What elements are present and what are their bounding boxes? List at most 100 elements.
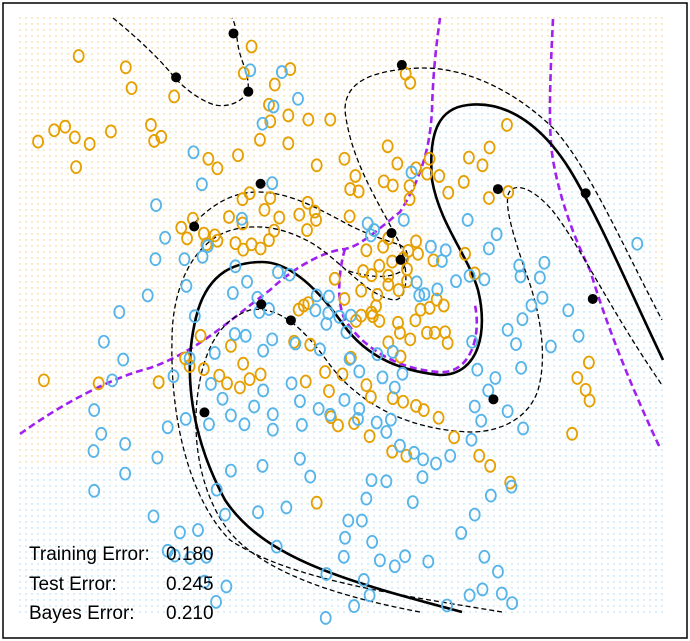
grid-dot-blue — [283, 455, 285, 457]
grid-dot-orange — [157, 437, 159, 439]
grid-dot-orange — [259, 173, 261, 175]
grid-dot-orange — [169, 395, 171, 397]
grid-dot-blue — [307, 413, 309, 415]
grid-dot-blue — [283, 287, 285, 289]
grid-dot-blue — [109, 515, 111, 517]
grid-dot-orange — [115, 119, 117, 121]
grid-dot-blue — [271, 395, 273, 397]
grid-dot-blue — [91, 545, 93, 547]
grid-dot-orange — [19, 323, 21, 325]
grid-dot-orange — [217, 119, 219, 121]
grid-dot-orange — [49, 419, 51, 421]
grid-dot-orange — [139, 431, 141, 433]
grid-dot-blue — [301, 437, 303, 439]
grid-dot-blue — [61, 533, 63, 535]
grid-dot-orange — [289, 41, 291, 43]
grid-dot-orange — [49, 17, 51, 19]
grid-dot-orange — [211, 251, 213, 253]
grid-dot-orange — [181, 227, 183, 229]
grid-dot-orange — [283, 245, 285, 247]
grid-dot-orange — [265, 83, 267, 85]
grid-dot-blue — [187, 473, 189, 475]
grid-dot-blue — [313, 401, 315, 403]
grid-dot-orange — [25, 35, 27, 37]
grid-dot-orange — [31, 221, 33, 223]
grid-dot-orange — [283, 47, 285, 49]
grid-dot-blue — [31, 563, 33, 565]
grid-dot-blue — [49, 563, 51, 565]
grid-dot-orange — [67, 77, 69, 79]
grid-dot-blue — [277, 443, 279, 445]
grid-dot-orange — [109, 77, 111, 79]
grid-dot-blue — [295, 593, 297, 595]
grid-dot-orange — [121, 107, 123, 109]
grid-dot-orange — [109, 47, 111, 49]
grid-dot-orange — [133, 317, 135, 319]
grid-dot-blue — [235, 497, 237, 499]
grid-dot-orange — [139, 131, 141, 133]
grid-dot-orange — [205, 221, 207, 223]
grid-dot-orange — [67, 83, 69, 85]
grid-dot-orange — [271, 239, 273, 241]
grid-dot-blue — [235, 407, 237, 409]
grid-dot-orange — [235, 113, 237, 115]
grid-dot-blue — [49, 533, 51, 535]
grid-dot-blue — [271, 461, 273, 463]
grid-dot-orange — [37, 299, 39, 301]
grid-dot-orange — [91, 161, 93, 163]
grid-dot-blue — [157, 539, 159, 541]
grid-dot-blue — [283, 575, 285, 577]
grid-dot-orange — [151, 275, 153, 277]
grid-dot-orange — [121, 461, 123, 463]
grid-dot-orange — [91, 125, 93, 127]
grid-dot-orange — [61, 17, 63, 19]
grid-dot-orange — [127, 197, 129, 199]
grid-dot-blue — [49, 605, 51, 607]
grid-dot-orange — [313, 281, 315, 283]
grid-dot-blue — [301, 365, 303, 367]
grid-dot-orange — [247, 131, 249, 133]
grid-dot-orange — [163, 161, 165, 163]
grid-dot-blue — [103, 503, 105, 505]
grid-dot-orange — [307, 275, 309, 277]
grid-dot-orange — [205, 275, 207, 277]
grid-dot-orange — [115, 449, 117, 451]
grid-dot-blue — [163, 479, 165, 481]
grid-dot-orange — [271, 257, 273, 259]
grid-dot-orange — [31, 35, 33, 37]
grid-dot-blue — [229, 293, 231, 295]
grid-dot-blue — [133, 467, 135, 469]
grid-dot-orange — [43, 59, 45, 61]
grid-dot-blue — [193, 467, 195, 469]
grid-dot-blue — [211, 467, 213, 469]
grid-dot-orange — [121, 59, 123, 61]
grid-dot-orange — [73, 395, 75, 397]
grid-dot-orange — [67, 107, 69, 109]
grid-dot-blue — [229, 611, 231, 613]
grid-dot-orange — [127, 59, 129, 61]
grid-dot-orange — [157, 413, 159, 415]
grid-dot-blue — [223, 473, 225, 475]
grid-dot-orange — [79, 455, 81, 457]
grid-dot-orange — [175, 95, 177, 97]
grid-dot-orange — [169, 299, 171, 301]
grid-dot-blue — [229, 323, 231, 325]
grid-dot-blue — [223, 557, 225, 559]
grid-dot-blue — [115, 521, 117, 523]
grid-dot-orange — [31, 227, 33, 229]
grid-dot-orange — [37, 311, 39, 313]
grid-dot-blue — [283, 539, 285, 541]
grid-dot-orange — [37, 95, 39, 97]
grid-dot-blue — [169, 527, 171, 529]
grid-dot-blue — [25, 485, 27, 487]
grid-dot-blue — [109, 509, 111, 511]
grid-dot-blue — [25, 569, 27, 571]
grid-dot-orange — [103, 293, 105, 295]
grid-dot-orange — [109, 149, 111, 151]
grid-dot-blue — [295, 521, 297, 523]
grid-dot-orange — [103, 185, 105, 187]
grid-dot-orange — [259, 23, 261, 25]
grid-dot-orange — [211, 53, 213, 55]
grid-dot-orange — [121, 407, 123, 409]
grid-dot-orange — [43, 47, 45, 49]
